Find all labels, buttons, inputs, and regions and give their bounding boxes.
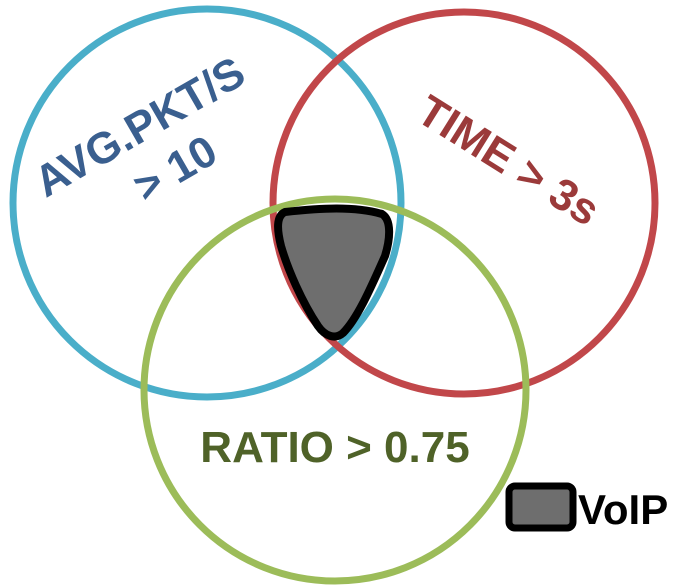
label-ratio: RATIO > 0.75 (200, 423, 469, 472)
circle-avg-pkt (9, 5, 405, 401)
label-time-text: TIME > 3s (409, 86, 608, 236)
legend-voip-swatch (505, 482, 577, 532)
legend: VoIP (505, 482, 668, 533)
legend-voip-label: VoIP (578, 486, 668, 533)
circle-ratio (140, 195, 530, 585)
voip-intersection-region (274, 204, 394, 341)
circle-time (269, 8, 659, 398)
label-time: TIME > 3s (409, 86, 608, 236)
